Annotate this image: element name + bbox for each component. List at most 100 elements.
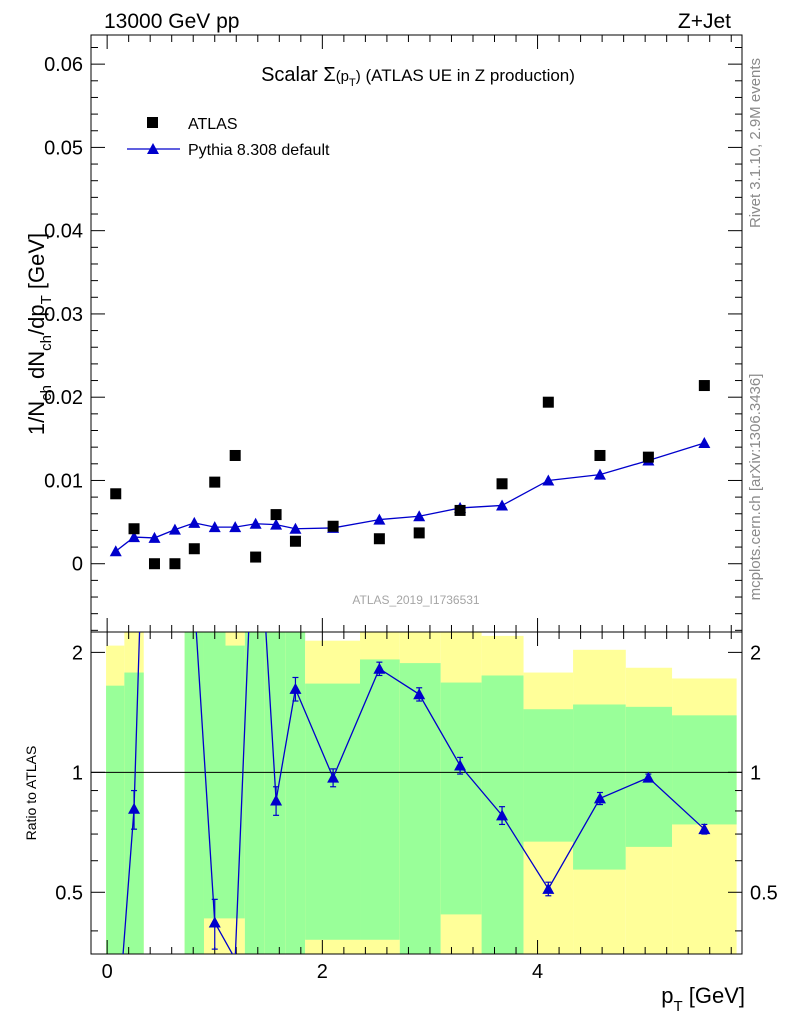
atlas-point <box>373 533 385 545</box>
ratio-line <box>195 632 705 954</box>
atlas-point <box>128 523 140 535</box>
ratio-point <box>327 771 340 783</box>
ratio-tick-label-right: 1 <box>750 762 761 784</box>
pythia-point <box>413 510 426 522</box>
ratio-point <box>208 916 221 928</box>
pythia-point <box>270 518 283 530</box>
y-tick-label: 0.05 <box>44 137 83 159</box>
pythia-point <box>496 499 509 511</box>
svg-text:1/Nch dNch/dpT [GeV]: 1/Nch dNch/dpT [GeV] <box>24 233 55 435</box>
band-1sigma <box>285 632 306 954</box>
top-data-layer <box>109 380 711 570</box>
atlas-point <box>110 488 122 500</box>
legend: ATLAS Pythia 8.308 default <box>127 116 330 159</box>
y-tick-label: 0.03 <box>44 304 83 326</box>
ratio-point <box>128 802 141 814</box>
ratio-tick-label: 1 <box>72 762 83 784</box>
atlas-point <box>169 558 181 570</box>
ratio-point <box>289 682 302 694</box>
y-tick-label: 0.02 <box>44 387 83 409</box>
atlas-point <box>327 520 339 532</box>
ratio-axis-label: Ratio to ATLAS <box>23 746 39 841</box>
band-1sigma <box>203 632 226 919</box>
y-tick-label: 0.06 <box>44 54 83 76</box>
ratio-tick-label-right: 0.5 <box>750 882 778 904</box>
atlas-point <box>289 535 301 547</box>
x-tick-label: 0 <box>102 961 113 983</box>
top-panel-axis: 0 0.01 0.02 0.03 0.04 0.05 0.06 <box>44 34 743 633</box>
bottom-panel-axis: 0.5 0.5 1 1 2 2 0 2 4 <box>55 631 778 983</box>
atlas-point <box>209 476 221 488</box>
svg-text:mcplots.cern.ch [arXiv:1306.34: mcplots.cern.ch [arXiv:1306.3436] <box>747 374 764 601</box>
x-tick-label: 2 <box>317 961 328 983</box>
legend-pythia-marker <box>147 143 159 154</box>
uncertainty-bands <box>106 632 737 954</box>
ratio-point <box>496 809 509 821</box>
y-tick-label: 0.01 <box>44 470 83 492</box>
atlas-point <box>698 380 710 392</box>
atlas-point <box>188 543 200 555</box>
svg-text:Ratio to ATLAS: Ratio to ATLAS <box>23 746 39 841</box>
band-1sigma <box>244 632 265 954</box>
ratio-data-layer <box>122 632 711 954</box>
mcplots-info: mcplots.cern.ch [arXiv:1306.3436] <box>747 374 764 601</box>
atlas-point <box>454 504 466 516</box>
energy-label: 13000 GeV pp <box>104 10 239 33</box>
atlas-point <box>496 478 508 490</box>
pythia-point <box>229 521 242 533</box>
main-plot-title: Scalar Σ(pT) (ATLAS UE in Z production) <box>261 64 575 89</box>
legend-pythia-label: Pythia 8.308 default <box>188 142 330 159</box>
svg-text:Rivet 3.1.10, 2.9M events: Rivet 3.1.10, 2.9M events <box>747 58 764 228</box>
band-1sigma <box>360 659 400 940</box>
rivet-info: Rivet 3.1.10, 2.9M events <box>747 58 764 228</box>
process-label: Z+Jet <box>678 10 731 33</box>
legend-atlas-marker <box>147 117 158 128</box>
band-1sigma <box>573 704 626 870</box>
ratio-point <box>270 794 283 806</box>
ratio-point <box>593 792 606 804</box>
atlas-point <box>148 558 160 570</box>
x-tick-label: 4 <box>532 961 543 983</box>
ratio-point <box>413 688 426 700</box>
atlas-point <box>270 509 282 521</box>
pythia-point <box>109 545 122 557</box>
pythia-point <box>289 522 302 534</box>
x-axis-label: pT [GeV] <box>661 983 745 1015</box>
y-tick-label: 0.04 <box>44 221 83 243</box>
band-1sigma <box>399 663 441 954</box>
atlas-point <box>250 551 262 563</box>
pythia-point <box>128 531 141 543</box>
ratio-point <box>642 771 655 783</box>
analysis-watermark: ATLAS_2019_I1736531 <box>352 593 480 607</box>
ratio-tick-label: 2 <box>72 642 83 664</box>
atlas-point <box>642 451 654 463</box>
atlas-point <box>594 449 606 461</box>
legend-atlas-label: ATLAS <box>188 116 238 133</box>
pythia-point <box>208 521 221 533</box>
atlas-point <box>413 527 425 539</box>
band-1sigma <box>672 715 737 825</box>
ratio-point <box>698 823 711 835</box>
atlas-point <box>229 449 241 461</box>
bottom-frame <box>90 631 743 955</box>
atlas-point <box>542 396 554 408</box>
band-1sigma <box>184 632 204 954</box>
pythia-point <box>373 513 386 525</box>
ratio-point <box>542 882 555 894</box>
band-1sigma <box>305 683 361 940</box>
ratio-point <box>373 662 386 674</box>
y-axis-label: 1/Nch dNch/dpT [GeV] <box>24 233 55 435</box>
band-1sigma <box>523 709 574 842</box>
ratio-point <box>454 759 467 771</box>
pythia-point <box>249 517 262 529</box>
pythia-point <box>148 531 161 543</box>
band-1sigma <box>106 685 125 954</box>
pythia-point <box>188 516 201 528</box>
ratio-tick-label-right: 2 <box>750 642 761 664</box>
pythia-point <box>593 468 606 480</box>
pythia-point <box>542 474 555 486</box>
pythia-line <box>115 442 705 552</box>
ratio-tick-label: 0.5 <box>55 882 83 904</box>
pythia-point <box>698 436 711 448</box>
